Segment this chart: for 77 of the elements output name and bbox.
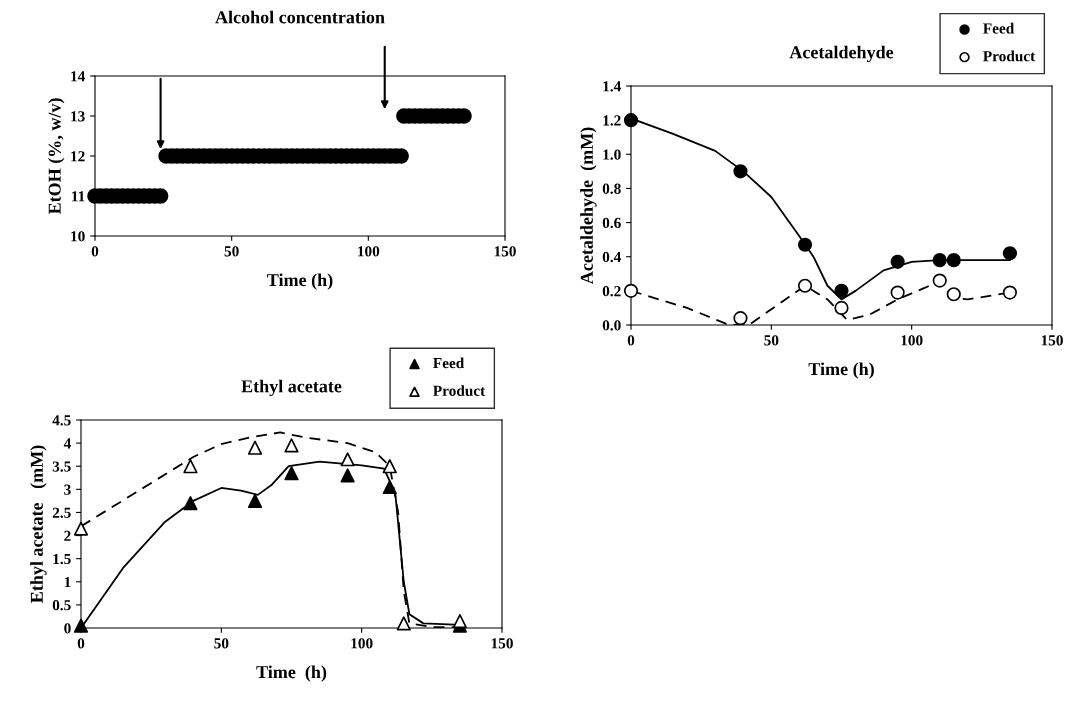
y-tick-label: 3 [64, 484, 71, 495]
point [382, 479, 397, 495]
point [1002, 285, 1017, 300]
point [623, 113, 639, 128]
point [623, 283, 639, 298]
y-axis-title: EtOH (%, w/v) [48, 98, 65, 215]
y-tick-label: 4.5 [52, 415, 71, 426]
point [183, 459, 198, 474]
point [733, 311, 748, 326]
point [890, 285, 905, 300]
point [247, 440, 263, 455]
x-tick-label: 150 [491, 638, 513, 649]
y-tick-label: 2.5 [52, 507, 71, 518]
chart-title: Ethyl acetate [241, 379, 342, 397]
point [834, 283, 849, 298]
y-tick-label: 1.0 [603, 149, 621, 160]
chart-title: Alcohol concentration [215, 10, 385, 24]
point [340, 452, 355, 467]
x-tick-label: 150 [494, 246, 516, 257]
y-tick-label: 0.0 [602, 320, 621, 331]
y-tick-label: 14 [71, 71, 85, 82]
point [932, 273, 947, 288]
point [797, 278, 813, 293]
point [452, 613, 467, 629]
x-tick-label: 100 [901, 335, 923, 346]
point [1002, 246, 1017, 261]
y-tick-label: 3.5 [52, 461, 71, 472]
x-tick-label: 150 [1041, 335, 1063, 346]
legend-label: Feed [983, 22, 1015, 34]
x-axis-title: Time (h) [267, 273, 333, 290]
point [284, 466, 299, 481]
x-tick-label: 50 [214, 638, 229, 649]
y-tick-label: 0.6 [602, 217, 621, 229]
y-tick-label: 0.4 [602, 251, 621, 263]
point [73, 618, 89, 633]
point [73, 521, 89, 536]
y-tick-label: 1.2 [603, 115, 621, 126]
y-tick-label: 12 [71, 151, 85, 162]
y-tick-label: 0 [64, 623, 71, 634]
x-tick-label: 50 [224, 246, 239, 257]
legend-label: Feed [433, 357, 465, 369]
point [183, 496, 198, 511]
x-tick-label: 100 [358, 246, 380, 257]
y-tick-label: 1.5 [53, 553, 71, 565]
x-tick-label: 0 [627, 335, 635, 346]
point [946, 287, 961, 302]
y-axis-title: Ethyl acetate (mM) [30, 445, 47, 603]
legend-label: Product [433, 385, 486, 396]
legend-label: Product [983, 50, 1036, 62]
y-tick-label: 2 [64, 530, 71, 541]
point [396, 616, 411, 631]
y-tick-label: 1.4 [603, 81, 621, 92]
y-tick-label: 11 [72, 191, 85, 202]
y-tick-label: 0.5 [52, 600, 71, 611]
point [946, 253, 961, 268]
y-axis-title: Acetaldehyde (mM) [580, 127, 597, 285]
chart-title: Acetaldehyde [789, 45, 894, 63]
x-axis-title: Time (h) [256, 665, 327, 682]
point [733, 164, 748, 179]
y-tick-label: 10 [71, 231, 85, 242]
x-tick-label: 50 [764, 335, 779, 346]
x-tick-label: 100 [351, 638, 373, 649]
point [797, 237, 813, 252]
point [284, 438, 299, 453]
point [382, 459, 397, 474]
y-tick-label: 13 [71, 111, 85, 122]
point [340, 468, 355, 483]
point [834, 300, 849, 316]
y-tick-label: 1 [64, 576, 71, 588]
y-tick-label: 4 [63, 438, 71, 449]
point [932, 253, 947, 268]
x-axis-title: Time (h) [808, 362, 874, 379]
point [890, 254, 905, 269]
point [247, 493, 263, 508]
y-tick-label: 0.8 [602, 183, 621, 194]
x-tick-label: 0 [91, 246, 99, 257]
y-tick-label: 0.2 [602, 286, 621, 297]
